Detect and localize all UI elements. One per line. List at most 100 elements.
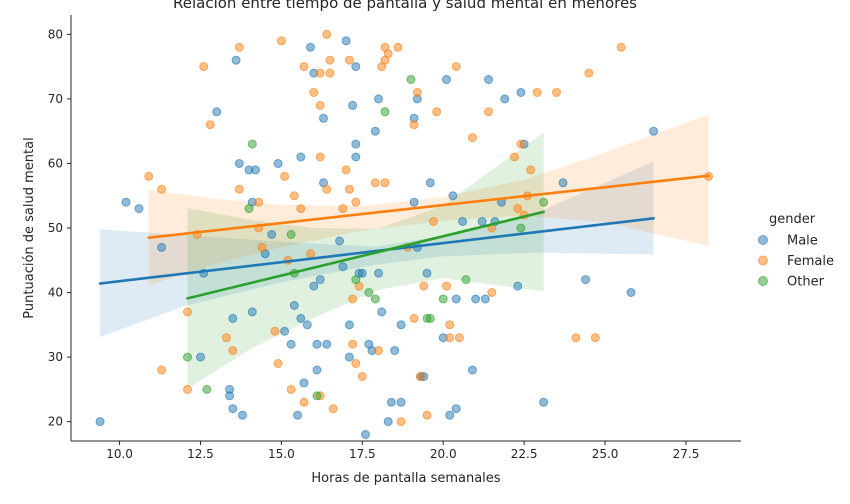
data-point-female bbox=[393, 42, 403, 52]
data-point-male bbox=[396, 320, 406, 330]
data-point-other bbox=[539, 197, 549, 207]
data-point-male bbox=[396, 397, 406, 407]
data-point-other bbox=[380, 107, 390, 117]
data-point-male bbox=[251, 165, 260, 175]
x-tick-label: 12.5 bbox=[187, 447, 214, 461]
data-point-female bbox=[299, 62, 309, 72]
data-point-male bbox=[228, 404, 238, 414]
confidence-band-male bbox=[100, 161, 654, 338]
data-point-male bbox=[289, 301, 299, 310]
data-point-male bbox=[315, 275, 325, 285]
data-point-male bbox=[361, 430, 370, 439]
data-point-male bbox=[322, 339, 332, 349]
data-point-male bbox=[422, 268, 432, 278]
data-point-female bbox=[516, 139, 526, 149]
data-point-male bbox=[306, 42, 315, 52]
x-tick-label: 22.5 bbox=[511, 447, 538, 461]
data-point-male bbox=[558, 178, 568, 188]
data-point-female bbox=[234, 42, 244, 52]
data-point-female bbox=[325, 68, 335, 78]
data-point-female bbox=[357, 372, 367, 381]
data-point-female bbox=[273, 359, 283, 368]
data-point-female bbox=[409, 313, 419, 323]
data-point-female bbox=[221, 333, 231, 343]
data-point-female bbox=[513, 204, 523, 214]
data-point-female bbox=[484, 107, 493, 117]
data-point-other bbox=[406, 75, 416, 84]
data-point-female bbox=[526, 165, 536, 175]
legend-label-other: Other bbox=[787, 275, 825, 290]
data-point-male bbox=[386, 397, 396, 407]
data-point-male bbox=[383, 417, 393, 427]
data-point-male bbox=[516, 88, 526, 97]
data-point-other bbox=[438, 294, 448, 304]
data-point-female bbox=[280, 171, 290, 181]
data-point-male bbox=[341, 36, 351, 46]
data-point-male bbox=[513, 281, 523, 291]
x-tick-label: 27.5 bbox=[673, 447, 700, 461]
data-point-female bbox=[584, 68, 594, 78]
data-point-male bbox=[480, 294, 490, 304]
data-point-male bbox=[319, 113, 328, 123]
data-point-male bbox=[500, 94, 510, 104]
legend-title: gender bbox=[769, 212, 816, 227]
data-point-female bbox=[276, 36, 286, 46]
data-point-female bbox=[383, 49, 393, 59]
data-point-male bbox=[539, 397, 549, 407]
data-point-male bbox=[312, 339, 322, 349]
data-point-male bbox=[228, 313, 238, 323]
data-point-female bbox=[228, 346, 238, 356]
data-point-female bbox=[315, 68, 325, 78]
data-point-female bbox=[322, 184, 332, 194]
data-point-male bbox=[344, 352, 354, 362]
data-point-female bbox=[157, 365, 167, 375]
data-point-male bbox=[390, 346, 400, 356]
data-point-female bbox=[445, 333, 455, 343]
data-point-female bbox=[454, 333, 464, 343]
data-point-male bbox=[374, 268, 383, 278]
data-point-male bbox=[286, 339, 296, 349]
data-point-male bbox=[121, 197, 131, 207]
data-point-other bbox=[461, 275, 471, 285]
data-point-female bbox=[348, 294, 358, 304]
data-point-female bbox=[344, 55, 354, 65]
data-point-male bbox=[649, 126, 659, 136]
data-point-female bbox=[442, 281, 451, 291]
data-point-other bbox=[351, 275, 361, 285]
data-point-male bbox=[351, 139, 361, 149]
data-point-female bbox=[325, 55, 335, 65]
data-point-other bbox=[247, 139, 257, 149]
y-axis-label: Puntuación de salud mental bbox=[22, 137, 37, 318]
data-point-male bbox=[484, 75, 493, 84]
trend-line-female bbox=[147, 174, 710, 239]
x-axis-label: Horas de pantalla semanales bbox=[311, 471, 500, 486]
y-tick-label: 30 bbox=[48, 350, 63, 364]
data-point-male bbox=[335, 236, 345, 246]
data-point-male bbox=[212, 107, 222, 117]
y-ticks: 20 30 40 50 60 70 80 bbox=[48, 27, 71, 429]
x-tick-label: 15.0 bbox=[268, 447, 295, 461]
data-point-male bbox=[293, 410, 303, 420]
data-point-male bbox=[273, 159, 283, 168]
data-point-male bbox=[299, 378, 309, 388]
data-point-female bbox=[183, 384, 192, 394]
data-point-female bbox=[429, 217, 438, 226]
data-point-female bbox=[144, 171, 154, 181]
data-point-male bbox=[626, 288, 636, 297]
data-point-male bbox=[409, 197, 419, 207]
data-point-other bbox=[183, 352, 192, 362]
data-point-female bbox=[416, 372, 426, 381]
data-point-male bbox=[442, 75, 451, 84]
data-point-male bbox=[280, 326, 290, 336]
data-point-female bbox=[374, 346, 383, 356]
data-point-male bbox=[95, 417, 105, 427]
data-point-male bbox=[231, 55, 241, 65]
data-point-female bbox=[396, 417, 406, 427]
data-point-male bbox=[312, 365, 322, 375]
data-point-other bbox=[364, 288, 374, 297]
data-point-other bbox=[516, 223, 526, 233]
data-point-female bbox=[487, 288, 497, 297]
data-point-other bbox=[202, 384, 212, 394]
x-tick-label: 17.5 bbox=[349, 447, 376, 461]
data-point-female bbox=[451, 62, 461, 72]
